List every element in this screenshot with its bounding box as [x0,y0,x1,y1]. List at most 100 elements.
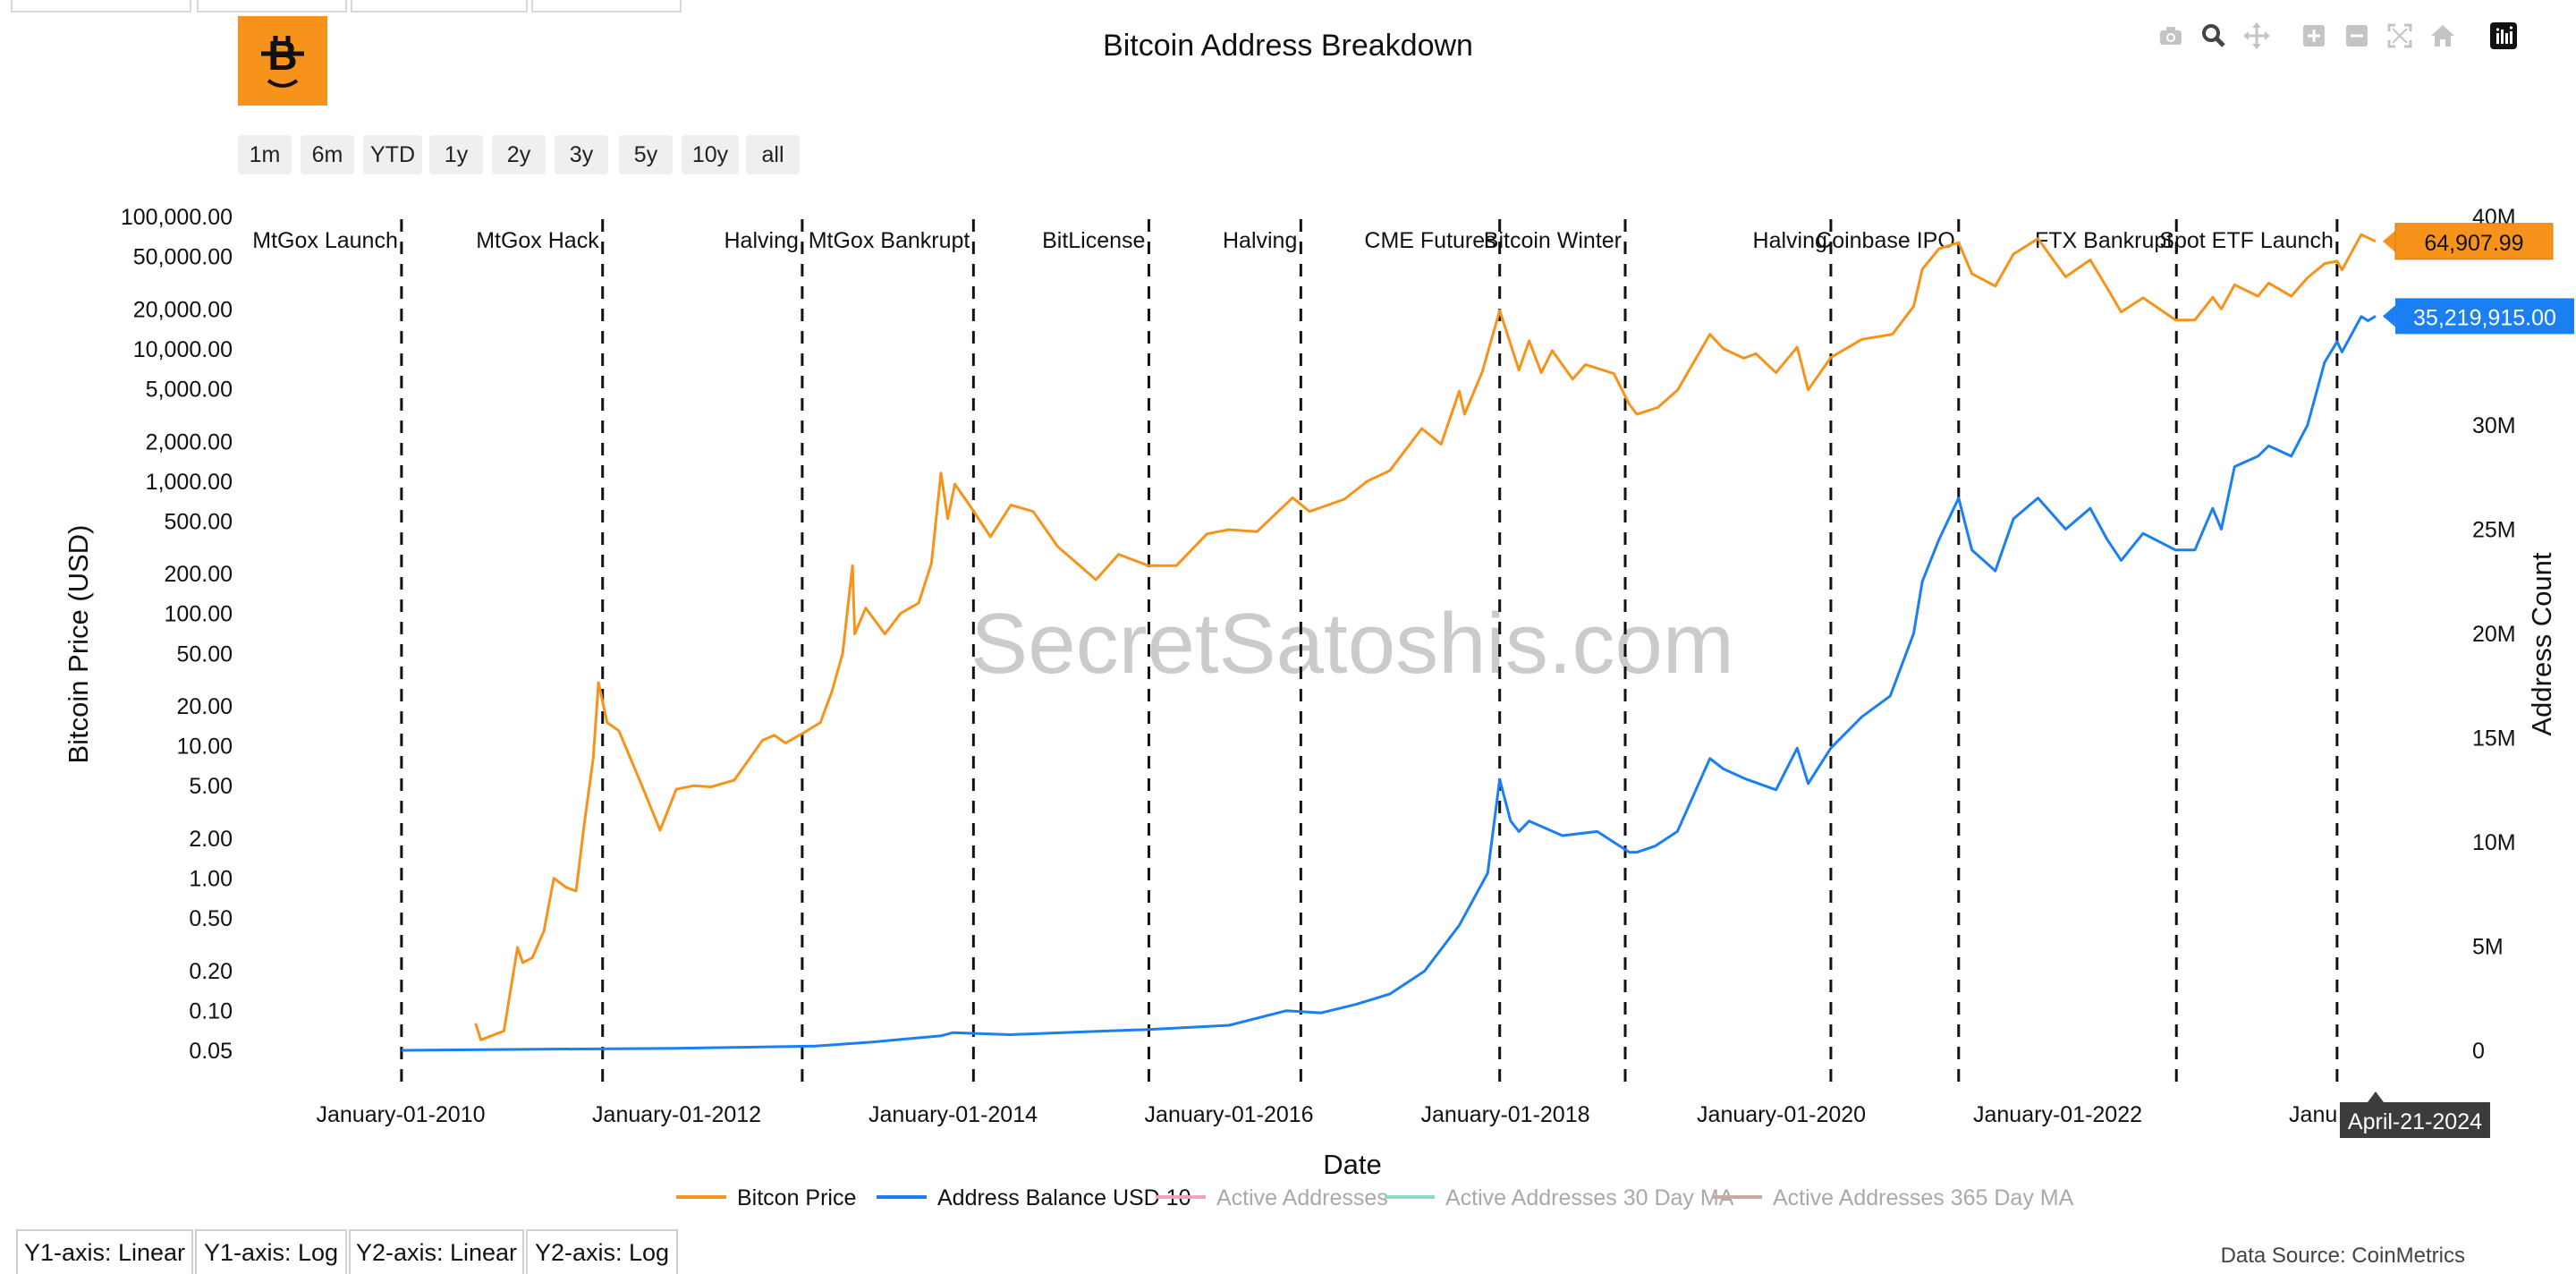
y-tick-label: 0.05 [189,1039,233,1064]
range-button-1m[interactable]: 1m [238,135,292,174]
event-label: Halving [1753,228,1827,253]
y-tick-label: 5,000.00 [146,377,233,402]
y-axis-title: Bitcoin Price (USD) [63,525,94,764]
legend-item: Active Addresses [1216,1185,1388,1210]
range-button-1y[interactable]: 1y [429,135,483,174]
y2-tick-label: 40M [2472,205,2516,230]
y-tick-label: 100.00 [165,602,233,627]
y-tick-label: 50.00 [176,641,233,667]
range-button-6m[interactable]: 6m [301,135,354,174]
range-button-3y[interactable]: 3y [555,135,608,174]
event-label: BitLicense [1042,228,1145,253]
x-tick-label: January-01-2018 [1421,1102,1590,1127]
y-tick-label: 0.10 [189,998,233,1023]
x-tick-label: January-01-2012 [592,1102,761,1127]
legend-item: Address Balance USD 10 [937,1185,1191,1210]
y2-tick-label: 35M [2472,310,2516,335]
y2-tick-label: 30M [2472,413,2516,438]
y2-tick-label: 20M [2472,622,2516,647]
y2-axis-title: Address Count [2526,552,2557,735]
y-tick-label: 20.00 [176,694,233,719]
y2-linear-button[interactable]: Y2-axis: Linear [349,1229,524,1274]
zoom-icon[interactable] [2199,18,2229,54]
y2-tick-label: 5M [2472,935,2504,960]
legend-item: Active Addresses 30 Day MA [1445,1185,1734,1210]
y-tick-label: 20,000.00 [133,297,233,322]
date-hover-pointer [2367,1091,2384,1102]
y2-log-button[interactable]: Y2-axis: Log [526,1229,678,1274]
range-button-2y[interactable]: 2y [492,135,546,174]
autoscale-icon[interactable] [2385,18,2415,54]
address-hover-pointer [2382,305,2395,327]
home-icon[interactable] [2428,18,2458,54]
event-label: MtGox Launch [252,228,398,253]
y-tick-label: 0.20 [189,959,233,984]
event-label: Halving [724,228,799,253]
y-tick-label: 10.00 [176,735,233,760]
y-tick-label: 10,000.00 [133,337,233,362]
y2-tick-label: 15M [2472,726,2516,752]
event-label: Coinbase IPO [1816,228,1955,253]
range-button-5y[interactable]: 5y [619,135,673,174]
y-tick-label: 200.00 [165,562,233,587]
bitcoin-smile-icon: B [261,32,304,88]
x-tick-label: January-01-2010 [317,1102,486,1127]
y1-log-button[interactable]: Y1-axis: Log [195,1229,347,1274]
range-button-10y[interactable]: 10y [682,135,739,174]
event-label: FTX Bankrupt [2035,228,2173,253]
event-label: MtGox Hack [476,228,599,253]
data-source-note: Data Source: CoinMetrics [2220,1244,2465,1268]
x-tick-label: Janu [2289,1102,2337,1127]
plotly-logo-icon[interactable] [2488,18,2519,54]
y-tick-label: 2,000.00 [146,429,233,454]
watermark-text: SecretSatoshis.com [970,596,1734,692]
y-tick-label: 0.50 [189,906,233,931]
pan-icon[interactable] [2241,18,2272,54]
top-tab-stub [11,0,191,13]
event-label: CME Futures [1364,228,1496,253]
bitcoin-logo: B [238,16,327,106]
event-label: MtGox Bankrupt [809,228,970,253]
x-tick-label: January-01-2022 [1973,1102,2142,1127]
y2-tick-label: 0 [2472,1039,2485,1064]
x-tick-label: January-01-2014 [869,1102,1038,1127]
date-hover-box [2339,1102,2490,1138]
page-title: Bitcoin Address Breakdown [1103,29,1473,63]
y2-tick-label: 25M [2472,518,2516,543]
top-tab-stub [531,0,682,13]
date-hover-label: April-21-2024 [2348,1109,2482,1134]
zoom-in-icon[interactable] [2299,18,2329,54]
y-tick-label: 1.00 [189,867,233,892]
camera-icon[interactable] [2156,18,2186,54]
top-tab-stub [197,0,347,13]
y1-linear-button[interactable]: Y1-axis: Linear [16,1229,193,1274]
x-tick-label: January-01-2020 [1697,1102,1866,1127]
legend-item: Active Addresses 365 Day MA [1773,1185,2074,1210]
y2-tick-label: 10M [2472,830,2516,855]
event-label: Bitcoin Winter [1484,228,1622,253]
y-tick-label: 2.00 [189,827,233,852]
series-line [401,315,2377,1052]
address-hover-label: 35,219,915.00 [2413,305,2556,330]
price-hover-pointer [2382,230,2395,252]
series-line [474,233,2377,1041]
price-hover-box [2394,223,2554,260]
legend-item: Bitcon Price [737,1185,856,1210]
zoom-out-icon[interactable] [2342,18,2372,54]
event-label: Spot ETF Launch [2159,228,2334,253]
y-tick-label: 100,000.00 [121,205,233,230]
y-tick-label: 5.00 [189,774,233,799]
range-button-ytd[interactable]: YTD [363,135,422,174]
y-tick-label: 50,000.00 [133,245,233,270]
y-tick-label: 1,000.00 [146,470,233,495]
y-tick-label: 500.00 [165,509,233,534]
range-button-all[interactable]: all [746,135,800,174]
event-label: Halving [1223,228,1297,253]
address-hover-box [2394,298,2574,335]
x-tick-label: January-01-2016 [1145,1102,1314,1127]
x-axis-title: Date [1323,1149,1381,1180]
top-tab-stub [351,0,528,13]
price-hover-label: 64,907.99 [2424,231,2523,256]
